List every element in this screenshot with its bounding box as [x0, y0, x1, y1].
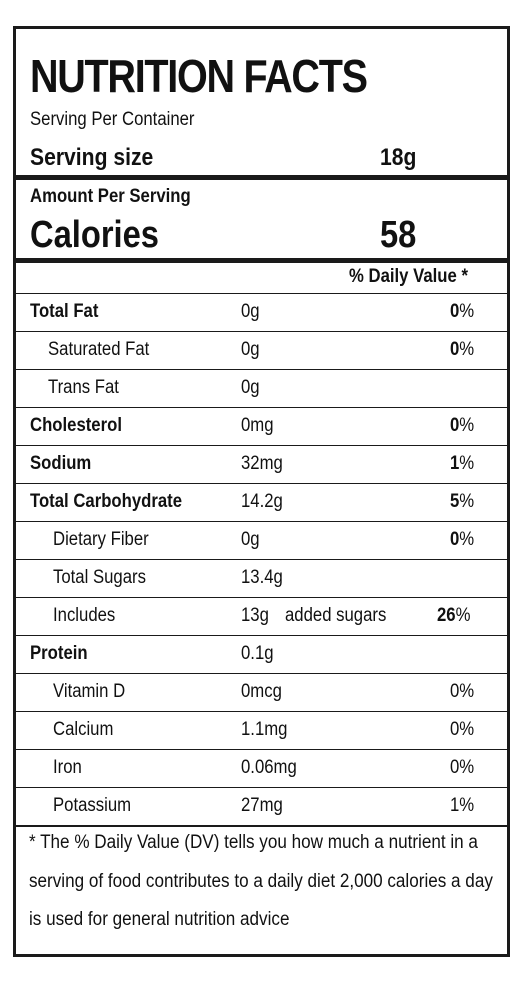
nutrient-row: Includes 13g added sugars 26% — [16, 597, 507, 635]
nutrient-row: Total Carbohydrate 14.2g 5% — [16, 483, 507, 521]
daily-value-percent: 0% — [450, 415, 474, 437]
nutrient-name: Potassium — [53, 795, 132, 816]
serving-size-value: 18g — [380, 144, 417, 171]
nutrient-name: Total Sugars — [53, 567, 146, 588]
nutrient-amount: 0mcg — [241, 681, 282, 702]
nutrient-name: Saturated Fat — [48, 339, 150, 360]
daily-value-number: 0 — [450, 339, 460, 360]
daily-value-percent: 1% — [450, 453, 474, 475]
daily-value-unit: 0% — [450, 757, 475, 778]
nutrient-amount: 32mg — [241, 453, 283, 474]
daily-value-percent: 5% — [450, 491, 474, 513]
daily-value-unit: 0% — [450, 681, 475, 702]
daily-value-number: 26 — [437, 605, 456, 626]
daily-value-number: 5 — [450, 491, 460, 512]
footnote: * The % Daily Value (DV) tells you how m… — [29, 832, 493, 930]
nutrient-amount: 0g — [241, 529, 260, 550]
daily-value-unit: % — [459, 415, 475, 436]
nutrient-row: Protein 0.1g — [16, 635, 507, 673]
nutrient-name: Sodium — [30, 453, 92, 474]
nutrient-amount: 14.2g — [241, 491, 283, 512]
daily-value-percent: 1% — [450, 795, 474, 817]
daily-value-number: 0 — [450, 415, 460, 436]
nutrient-row: Cholesterol 0mg 0% — [16, 407, 507, 445]
calories-value: 58 — [380, 214, 417, 256]
thick-divider — [16, 258, 507, 263]
nutrient-amount: 1.1mg — [241, 719, 288, 740]
daily-value-unit: % — [459, 529, 475, 550]
daily-value-percent: 26% — [437, 605, 470, 627]
serving-per-container: Serving Per Container — [30, 109, 195, 130]
nutrient-name: Total Carbohydrate — [30, 491, 183, 512]
nutrient-amount: 0g — [241, 339, 260, 360]
daily-value-unit: % — [459, 491, 475, 512]
nutrient-amount: 0.06mg — [241, 757, 297, 778]
nutrient-row: Total Sugars 13.4g — [16, 559, 507, 597]
nutrient-row: Iron 0.06mg 0% — [16, 749, 507, 787]
daily-value-number: 0 — [450, 529, 460, 550]
nutrient-amount: 0g — [241, 301, 260, 322]
nutrient-name: Includes — [53, 605, 116, 626]
nutrient-row: Vitamin D 0mcg 0% — [16, 673, 507, 711]
nutrient-row: Sodium 32mg 1% — [16, 445, 507, 483]
nutrient-name: Vitamin D — [53, 681, 126, 702]
nutrient-row: Potassium 27mg 1% — [16, 787, 507, 825]
daily-value-unit: % — [459, 301, 475, 322]
daily-value-number: 0 — [450, 301, 460, 322]
nutrient-amount: 13g — [241, 605, 269, 626]
daily-value-percent: 0% — [450, 757, 474, 779]
nutrition-facts-label: NUTRITION FACTS Serving Per Container Se… — [13, 26, 510, 957]
nutrient-name: Iron — [53, 757, 82, 778]
nutrient-row: Calcium 1.1mg 0% — [16, 711, 507, 749]
nutrient-row: Trans Fat 0g — [16, 369, 507, 407]
nutrient-name: Dietary Fiber — [53, 529, 149, 550]
nutrient-row: Total Fat 0g 0% — [16, 293, 507, 331]
nutrient-name: Protein — [30, 643, 88, 664]
serving-size-label: Serving size — [30, 144, 154, 171]
nutrient-extra: added sugars — [285, 605, 387, 626]
daily-value-percent: 0% — [450, 681, 474, 703]
daily-value-unit: 1% — [450, 795, 475, 816]
thick-divider — [16, 175, 507, 180]
label-title: NUTRITION FACTS — [30, 50, 368, 102]
calories-label: Calories — [30, 214, 159, 256]
daily-value-unit: % — [459, 339, 475, 360]
daily-value-percent: 0% — [450, 529, 474, 551]
nutrient-name: Calcium — [53, 719, 114, 740]
nutrient-amount: 0mg — [241, 415, 274, 436]
nutrient-amount: 0.1g — [241, 643, 274, 664]
nutrient-name: Trans Fat — [48, 377, 119, 398]
daily-value-unit: % — [455, 605, 471, 626]
daily-value-unit: 0% — [450, 719, 475, 740]
nutrient-name: Cholesterol — [30, 415, 122, 436]
daily-value-percent: 0% — [450, 719, 474, 741]
daily-value-unit: % — [459, 453, 475, 474]
nutrient-name: Total Fat — [30, 301, 99, 322]
nutrient-row: Dietary Fiber 0g 0% — [16, 521, 507, 559]
amount-per-serving: Amount Per Serving — [30, 186, 191, 207]
nutrient-amount: 0g — [241, 377, 260, 398]
nutrient-amount: 27mg — [241, 795, 283, 816]
nutrient-amount: 13.4g — [241, 567, 283, 588]
daily-value-header: % Daily Value * — [349, 266, 468, 287]
daily-value-number: 1 — [450, 453, 460, 474]
nutrient-row: Saturated Fat 0g 0% — [16, 331, 507, 369]
daily-value-percent: 0% — [450, 301, 474, 323]
daily-value-percent: 0% — [450, 339, 474, 361]
table-bottom-divider — [16, 825, 507, 827]
